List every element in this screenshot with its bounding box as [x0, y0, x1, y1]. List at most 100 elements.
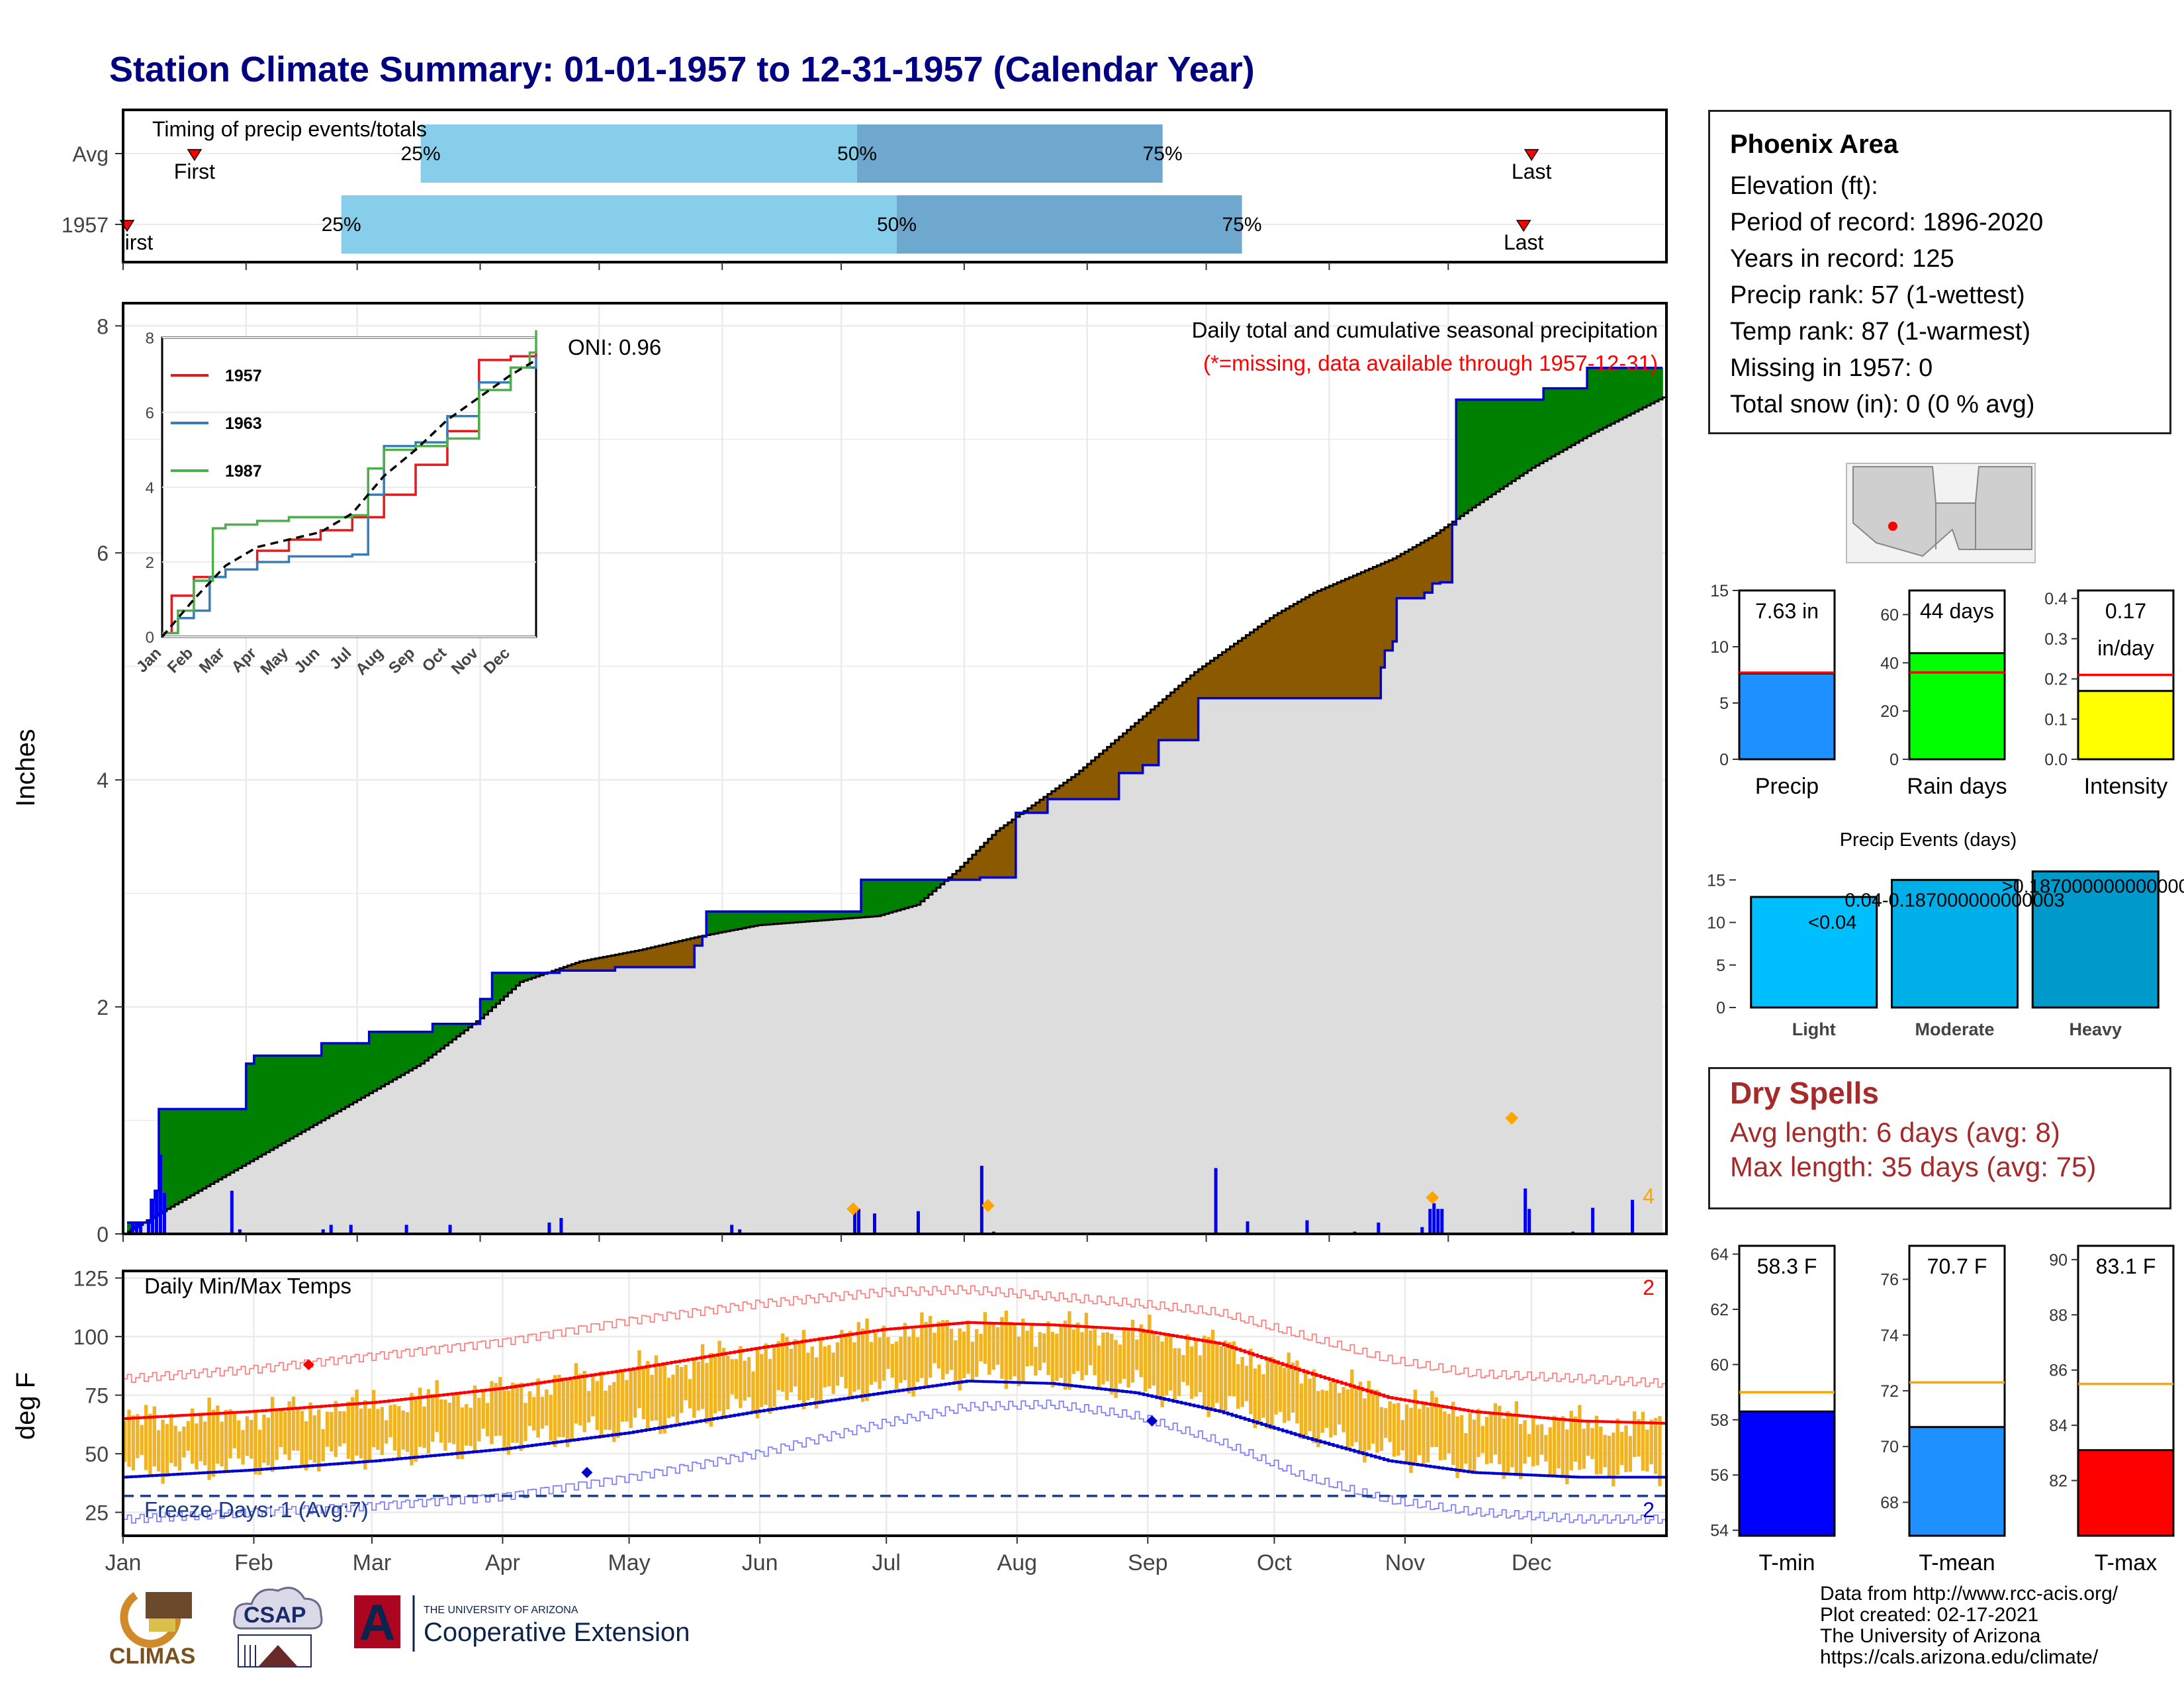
above-average-fill: [754, 912, 758, 926]
daily-temp-range-bar: [1240, 1356, 1244, 1407]
precip-events-bar: [2031, 870, 2160, 1009]
below-average-fill: [1416, 545, 1422, 598]
above-average-fill: [817, 912, 822, 921]
daily-temp-range-bar: [1291, 1362, 1295, 1413]
above-average-fill: [896, 880, 901, 911]
below-average-fill: [1377, 565, 1382, 698]
daily-temp-range-bar: [1569, 1411, 1573, 1471]
below-average-fill: [567, 965, 572, 971]
above-average-fill: [1603, 367, 1608, 428]
above-average-fill: [238, 1109, 243, 1168]
daily-temp-range-bar: [1645, 1429, 1649, 1472]
above-average-fill: [520, 972, 525, 982]
daily-temp-range-bar: [882, 1325, 886, 1381]
daily-temp-range-bar: [1059, 1325, 1063, 1378]
daily-temp-range-bar: [721, 1348, 726, 1419]
above-average-fill: [813, 912, 818, 921]
below-average-fill: [1234, 643, 1239, 698]
timing-q25-label: 25%: [401, 143, 441, 165]
above-average-fill: [381, 1031, 386, 1087]
month-label: Nov: [1385, 1550, 1425, 1575]
daily-precip-bar: [730, 1225, 734, 1234]
below-average-fill: [678, 941, 684, 968]
below-average-fill: [1369, 569, 1374, 698]
daily-temp-range-bar: [371, 1389, 376, 1448]
above-average-fill: [710, 912, 715, 935]
above-average-fill: [464, 1023, 469, 1031]
below-average-fill: [1333, 584, 1338, 698]
daily-temp-range-bar: [1194, 1338, 1198, 1397]
first-event-label: irst: [125, 230, 154, 254]
above-average-fill: [1655, 367, 1659, 402]
below-average-fill: [1075, 774, 1080, 800]
above-average-fill: [190, 1109, 195, 1196]
daily-temp-range-bar: [1160, 1341, 1164, 1407]
precip-total-chart: 0 5 10 15 7.63 in Precip: [1710, 582, 1836, 799]
below-average-fill: [1111, 743, 1116, 800]
above-average-fill: [706, 912, 711, 935]
daily-temp-range-bar: [241, 1430, 245, 1465]
daily-temp-range-bar: [312, 1415, 317, 1463]
below-average-fill: [991, 835, 997, 878]
below-average-fill: [1357, 573, 1362, 698]
precip-events-bar: [1891, 878, 2019, 1009]
below-average-fill: [1424, 540, 1430, 593]
below-average-fill: [1198, 669, 1203, 698]
daily-temp-range-bar: [271, 1397, 275, 1472]
above-average-fill: [1555, 388, 1560, 455]
daily-temp-range-bar: [591, 1373, 595, 1417]
daily-temp-range-bar: [502, 1390, 506, 1452]
credits: Data from http://www.rcc-acis.org/ Plot …: [1820, 1583, 2118, 1668]
daily-temp-range-bar: [1316, 1391, 1320, 1448]
daily-temp-range-bar: [376, 1409, 380, 1450]
above-average-fill: [126, 1222, 132, 1232]
below-average-fill: [1230, 646, 1235, 698]
precip-y-tick-label: 0: [97, 1223, 109, 1246]
rain-days-chart-value-label: 44 days: [1920, 599, 1994, 623]
daily-precip-bar: [559, 1217, 563, 1234]
dry-spells-title: Dry Spells: [1730, 1076, 1879, 1110]
below-average-fill: [1428, 538, 1433, 593]
extreme-count-label: 4: [1643, 1184, 1655, 1208]
last-event-label: Last: [1504, 230, 1544, 254]
tmean-chart-y-tick-label: 70: [1880, 1438, 1899, 1456]
extreme-event-marker: [981, 1199, 995, 1213]
above-average-fill: [436, 1023, 441, 1052]
below-average-fill: [583, 961, 588, 971]
daily-temp-range-bar: [1068, 1311, 1071, 1390]
daily-temp-range-bar: [342, 1411, 346, 1444]
daily-temp-range-bar: [540, 1397, 545, 1429]
daily-temp-range-bar: [899, 1336, 903, 1383]
below-average-fill: [1218, 655, 1223, 698]
daily-temp-range-bar: [144, 1405, 148, 1470]
daily-temp-range-bar: [1046, 1321, 1050, 1376]
daily-temp-range-bar: [1607, 1435, 1612, 1477]
precip-y-tick-label: 4: [97, 769, 109, 792]
below-average-fill: [1408, 549, 1414, 598]
below-average-fill: [1444, 527, 1449, 583]
timing-bar-q2: [896, 195, 1242, 254]
daily-temp-range-bar: [1443, 1411, 1447, 1460]
above-average-fill: [1460, 399, 1465, 516]
above-average-fill: [1631, 367, 1635, 414]
above-average-fill: [734, 912, 739, 930]
extreme-event-marker: [846, 1202, 860, 1216]
precip-total-chart-value-label: 7.63 in: [1755, 599, 1819, 623]
below-average-fill: [1027, 808, 1032, 813]
above-average-fill: [424, 1031, 430, 1061]
above-average-fill: [1567, 388, 1572, 447]
precip-total-chart-y-tick-label: 15: [1710, 582, 1729, 600]
above-average-fill: [349, 1043, 354, 1105]
above-average-fill: [1547, 388, 1552, 459]
daily-temp-range-bar: [456, 1393, 460, 1460]
daily-temp-range-bar: [1430, 1391, 1434, 1448]
above-average-fill: [400, 1031, 406, 1075]
below-average-fill: [1349, 577, 1354, 698]
below-average-fill: [979, 847, 985, 878]
daily-temp-range-bar: [1637, 1419, 1641, 1457]
daily-temp-range-bar: [447, 1403, 451, 1443]
above-average-fill: [396, 1031, 402, 1078]
below-average-fill: [1031, 805, 1036, 813]
below-average-fill: [1385, 561, 1390, 651]
below-average-fill: [1305, 597, 1310, 698]
